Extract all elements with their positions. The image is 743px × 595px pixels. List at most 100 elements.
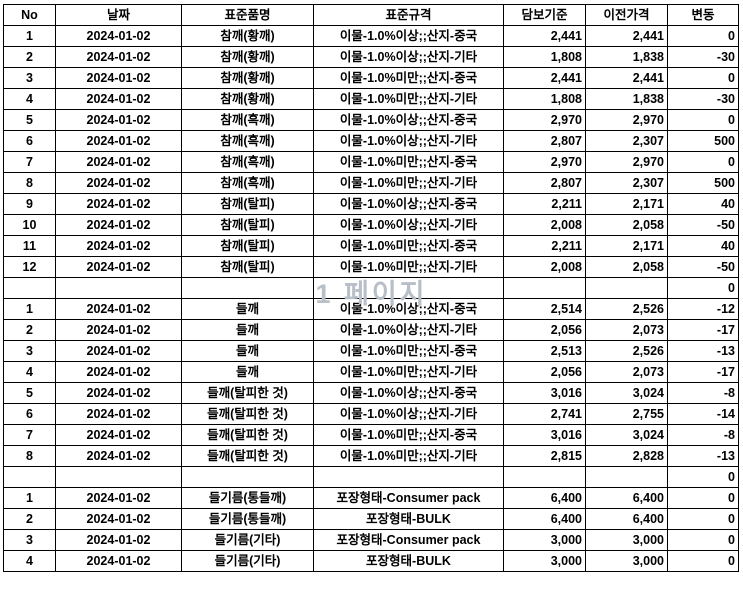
cell-prev-price: 2,755: [585, 403, 668, 425]
table-body: 1 2024-01-02 참깨(황깨) 이물-1.0%이상;;산지-중국 2,441 2,…: [3, 25, 739, 572]
cell-date: [55, 466, 182, 488]
table-row-spacer: 0: [3, 466, 739, 488]
cell-date: 2024-01-02: [55, 214, 182, 236]
cell-spec: 포장형태-BULK: [313, 508, 504, 530]
cell-change: -8: [667, 382, 739, 404]
cell-name: 들깨: [181, 361, 314, 383]
cell-collateral: 1,808: [503, 46, 586, 68]
cell-no: 8: [3, 445, 56, 467]
cell-spec: [313, 277, 504, 299]
cell-no: 4: [3, 550, 56, 572]
cell-spec: 이물-1.0%미만;;산지-기타: [313, 445, 504, 467]
cell-spec: 이물-1.0%미만;;산지-중국: [313, 340, 504, 362]
cell-collateral: [503, 466, 586, 488]
table-row: 12 2024-01-02 참깨(탈피) 이물-1.0%미만;;산지-기타 2,008 2…: [3, 256, 739, 278]
cell-no: 3: [3, 340, 56, 362]
table-row: 10 2024-01-02 참깨(탈피) 이물-1.0%이상;;산지-기타 2,008 2…: [3, 214, 739, 236]
cell-prev-price: 2,171: [585, 235, 668, 257]
cell-name: 들깨(탈피한 것): [181, 424, 314, 446]
cell-spec: 이물-1.0%미만;;산지-중국: [313, 235, 504, 257]
cell-date: 2024-01-02: [55, 445, 182, 467]
cell-collateral: 3,016: [503, 382, 586, 404]
cell-spec: 이물-1.0%이상;;산지-기타: [313, 46, 504, 68]
cell-prev-price: 3,000: [585, 529, 668, 551]
cell-no: 4: [3, 361, 56, 383]
cell-name: 들깨: [181, 298, 314, 320]
cell-prev-price: 2,441: [585, 25, 668, 47]
cell-change: 0: [667, 25, 739, 47]
cell-prev-price: [585, 466, 668, 488]
cell-spec: 이물-1.0%이상;;산지-중국: [313, 298, 504, 320]
cell-spec: [313, 466, 504, 488]
table-row: 7 2024-01-02 참깨(흑깨) 이물-1.0%미만;;산지-중국 2,970 2,…: [3, 151, 739, 173]
cell-name: 들깨: [181, 340, 314, 362]
cell-prev-price: 1,838: [585, 88, 668, 110]
cell-prev-price: 2,073: [585, 361, 668, 383]
cell-collateral: 6,400: [503, 487, 586, 509]
cell-spec: 포장형태-Consumer pack: [313, 487, 504, 509]
cell-name: 들기름(통들깨): [181, 487, 314, 509]
cell-date: 2024-01-02: [55, 319, 182, 341]
cell-change: -50: [667, 214, 739, 236]
cell-no: 5: [3, 382, 56, 404]
cell-date: 2024-01-02: [55, 487, 182, 509]
cell-no: 7: [3, 424, 56, 446]
cell-collateral: 2,970: [503, 109, 586, 131]
cell-name: 참깨(흑깨): [181, 151, 314, 173]
cell-spec: 이물-1.0%미만;;산지-기타: [313, 256, 504, 278]
cell-prev-price: 2,073: [585, 319, 668, 341]
cell-no: 2: [3, 508, 56, 530]
cell-no: 1: [3, 487, 56, 509]
cell-change: -30: [667, 88, 739, 110]
table-row: 4 2024-01-02 들기름(기타) 포장형태-BULK 3,000 3,000 0: [3, 550, 739, 572]
cell-date: 2024-01-02: [55, 46, 182, 68]
cell-prev-price: 3,024: [585, 382, 668, 404]
cell-no: 9: [3, 193, 56, 215]
cell-no: 4: [3, 88, 56, 110]
cell-date: 2024-01-02: [55, 298, 182, 320]
cell-no: 10: [3, 214, 56, 236]
cell-prev-price: 6,400: [585, 487, 668, 509]
cell-collateral: 2,741: [503, 403, 586, 425]
cell-change: 0: [667, 529, 739, 551]
table-row: 1 2024-01-02 들기름(통들깨) 포장형태-Consumer pack 6,4…: [3, 487, 739, 509]
cell-prev-price: 3,000: [585, 550, 668, 572]
cell-spec: 이물-1.0%이상;;산지-중국: [313, 25, 504, 47]
cell-spec: 이물-1.0%이상;;산지-중국: [313, 109, 504, 131]
cell-collateral: 2,056: [503, 319, 586, 341]
table-row: 5 2024-01-02 들깨(탈피한 것) 이물-1.0%이상;;산지-중국 3,01…: [3, 382, 739, 404]
cell-name: 들기름(통들깨): [181, 508, 314, 530]
cell-date: 2024-01-02: [55, 172, 182, 194]
cell-spec: 이물-1.0%미만;;산지-기타: [313, 361, 504, 383]
cell-prev-price: 2,828: [585, 445, 668, 467]
cell-collateral: 2,441: [503, 25, 586, 47]
cell-no: 6: [3, 403, 56, 425]
cell-collateral: 2,513: [503, 340, 586, 362]
column-header-prev-price: 이전가격: [585, 4, 668, 26]
cell-prev-price: 1,838: [585, 46, 668, 68]
cell-prev-price: 2,058: [585, 214, 668, 236]
cell-collateral: 6,400: [503, 508, 586, 530]
table-row: 2 2024-01-02 들기름(통들깨) 포장형태-BULK 6,400 6,400 0: [3, 508, 739, 530]
cell-no: [3, 466, 56, 488]
table-row-spacer: 0: [3, 277, 739, 299]
cell-change: 40: [667, 193, 739, 215]
cell-collateral: 2,056: [503, 361, 586, 383]
cell-collateral: 2,008: [503, 214, 586, 236]
cell-no: 1: [3, 298, 56, 320]
cell-spec: 이물-1.0%이상;;산지-중국: [313, 193, 504, 215]
cell-change: -17: [667, 319, 739, 341]
cell-date: 2024-01-02: [55, 235, 182, 257]
cell-spec: 이물-1.0%미만;;산지-중국: [313, 67, 504, 89]
cell-date: 2024-01-02: [55, 361, 182, 383]
cell-change: 0: [667, 466, 739, 488]
cell-collateral: 2,514: [503, 298, 586, 320]
column-header-spec: 표준규격: [313, 4, 504, 26]
cell-no: 1: [3, 25, 56, 47]
cell-collateral: 2,970: [503, 151, 586, 173]
cell-name: [181, 277, 314, 299]
table-row: 9 2024-01-02 참깨(탈피) 이물-1.0%이상;;산지-중국 2,211 2,…: [3, 193, 739, 215]
cell-change: -13: [667, 445, 739, 467]
column-header-name: 표준품명: [181, 4, 314, 26]
cell-no: 8: [3, 172, 56, 194]
